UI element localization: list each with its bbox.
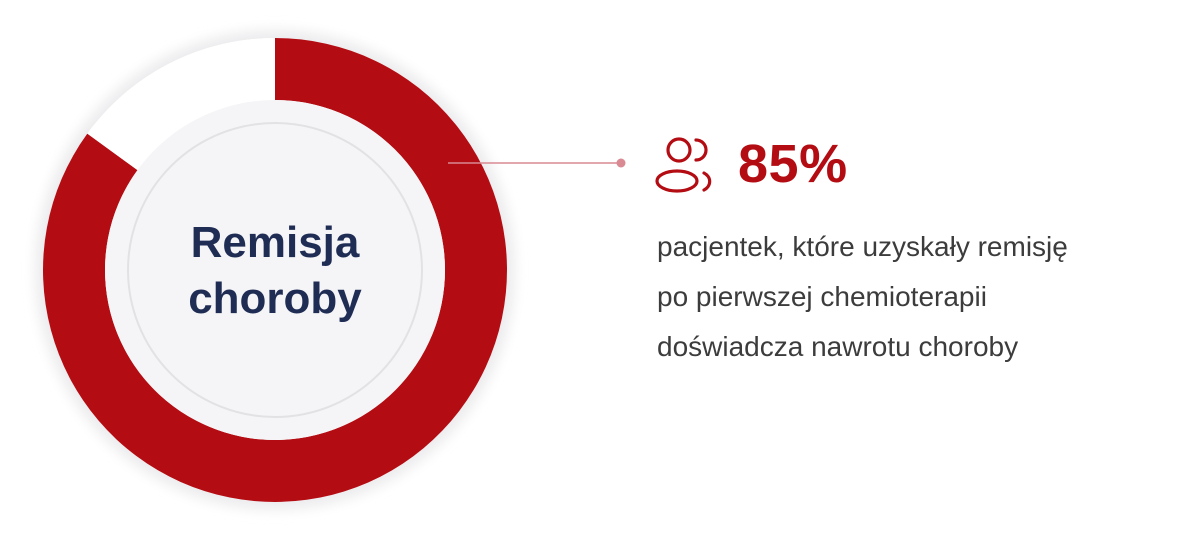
stat-value: 85% [738,134,848,194]
description-line-3: doświadcza nawrotu choroby [657,331,1019,362]
donut-center-ring [127,122,423,418]
center-label-line-1: Remisja [190,218,360,267]
users-icon [655,137,712,193]
center-label: Remisja choroby [135,215,415,327]
donut-slice-remainder [87,38,275,171]
stat-description: pacjentek, które uzyskały remisję po pie… [657,222,1177,372]
description-line-1: pacjentek, które uzyskały remisję [657,231,1068,262]
donut-center-disk [105,100,445,440]
leader-dot [616,158,626,168]
description-line-2: po pierwszej chemioterapii [657,281,987,312]
center-label-line-2: choroby [188,274,362,323]
stat-callout: 85% [652,128,848,200]
